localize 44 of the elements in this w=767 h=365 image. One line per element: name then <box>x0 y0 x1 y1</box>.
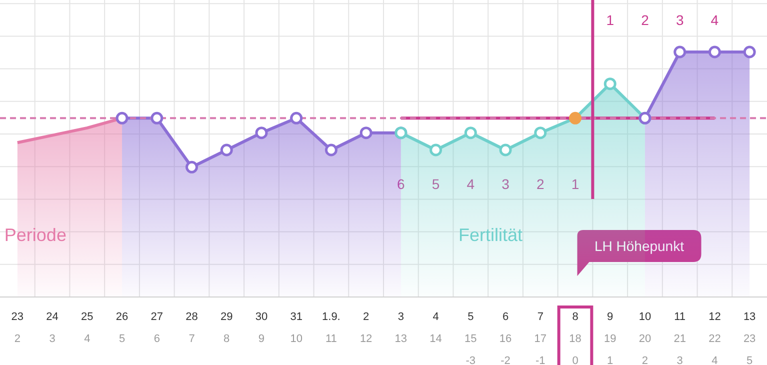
point <box>464 126 477 140</box>
x-tick-label: 12 22 4 <box>708 311 721 365</box>
x-tick-label: 6 16 -2 <box>499 311 512 365</box>
text: 3 <box>676 12 684 28</box>
annotation: 5 <box>432 176 440 192</box>
x-tick-label: 8 18 0 <box>569 311 582 365</box>
point <box>604 78 616 90</box>
text: 1 <box>606 12 614 28</box>
x-tick-label: 24 3 <box>46 311 58 345</box>
x-tick-label: 1.9. 11 <box>322 311 340 345</box>
x-tick-label: 9 19 1 <box>604 311 616 365</box>
x-tick-label: 30 9 <box>255 311 268 345</box>
x-tick-label: 25 4 <box>81 311 94 345</box>
point <box>743 46 756 58</box>
annotation: Fertilität <box>458 225 523 245</box>
text: 2 <box>641 12 650 28</box>
x-tick-label: 13 23 5 <box>743 311 756 365</box>
x-tick-label: 2 12 <box>360 311 372 345</box>
annotation: 2 <box>536 176 544 192</box>
text: 4 <box>710 12 719 28</box>
x-tick-label: 10 20 2 <box>638 311 652 365</box>
annotation: LH Höhepunkt <box>594 238 684 254</box>
x-tick-label: 29 8 <box>220 311 233 345</box>
annotation: 3 <box>502 176 510 192</box>
x-tick-label: 27 6 <box>150 311 164 345</box>
x-tick-label: 28 7 <box>186 311 198 345</box>
point <box>708 46 721 58</box>
x-tick-label: 11 21 3 <box>674 311 686 365</box>
x-tick-label: 31 10 <box>290 311 302 345</box>
x-tick-label: 26 5 <box>116 311 128 345</box>
x-tick-label: 23 2 <box>11 311 24 345</box>
x-tick-label: 4 14 <box>430 311 442 345</box>
point <box>499 144 512 156</box>
annotation: 4 <box>466 176 475 192</box>
point <box>430 144 442 156</box>
point <box>534 126 547 140</box>
annotation: Periode <box>4 225 66 245</box>
point <box>674 46 686 58</box>
annotation: 6 <box>397 176 406 192</box>
x-tick-label: 3 13 <box>394 311 408 345</box>
annotation: 1 <box>571 176 580 192</box>
point <box>569 112 582 124</box>
x-tick-label: 7 17 -1 <box>534 311 547 365</box>
x-tick-label: 5 15 -3 <box>464 311 477 365</box>
